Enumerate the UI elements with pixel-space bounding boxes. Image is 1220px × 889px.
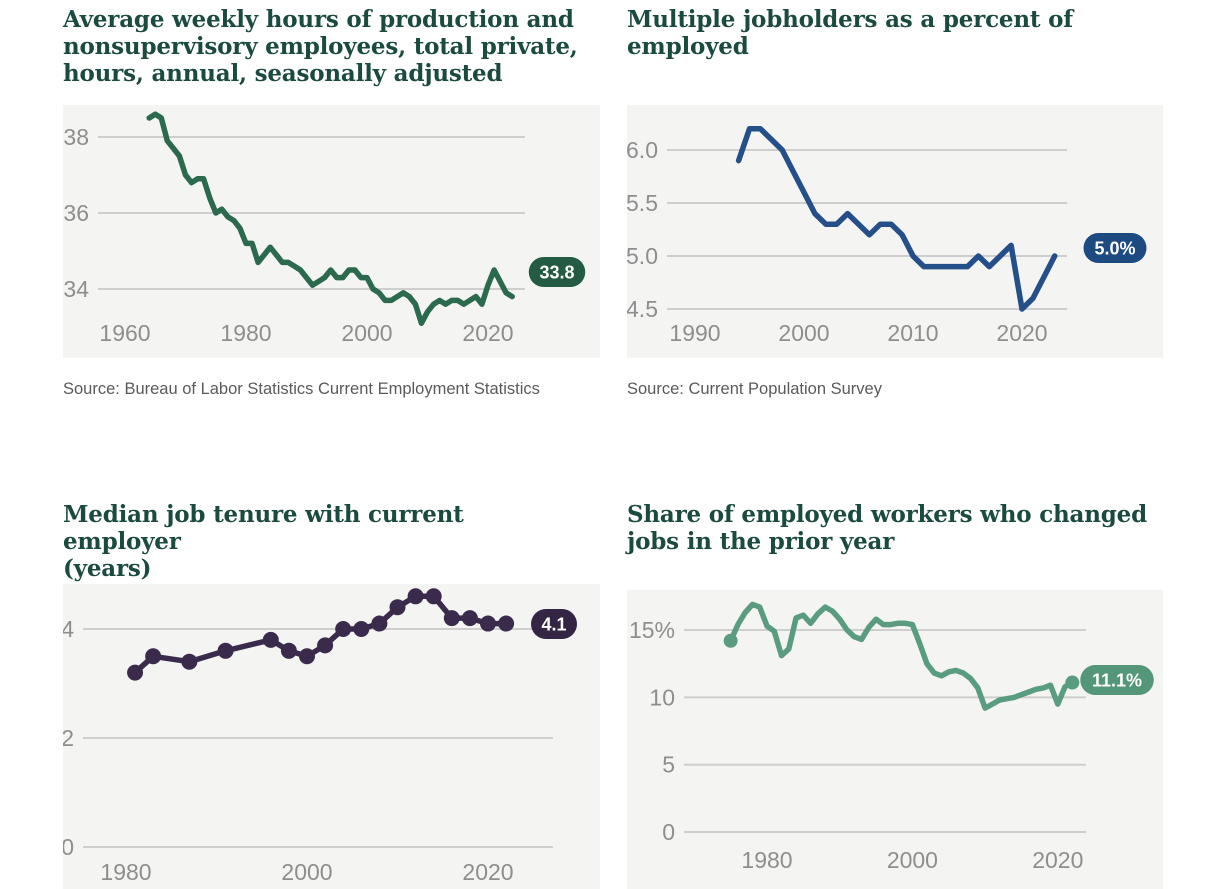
chart-title-job-tenure: Median job tenure with current employer(… [63, 501, 583, 582]
chart-title-line: Share of employed workers who changed [627, 501, 1147, 528]
y-gridlines: 4 2 0 [63, 616, 553, 860]
y-tick-label: 0 [662, 819, 675, 845]
data-point-marker [1065, 675, 1080, 690]
x-axis-labels: 1960 1980 2000 2020 [99, 320, 513, 346]
job-tenure-chart-plot: 4 2 0 1980 2000 2020 4.1 [63, 584, 600, 889]
y-tick-label: 4 [63, 616, 74, 642]
data-point-marker [480, 615, 496, 632]
data-point-marker [299, 648, 315, 665]
end-value-badge: 5.0% [1083, 233, 1147, 263]
data-point-marker [127, 664, 144, 681]
x-tick-label: 2010 [887, 320, 938, 346]
end-value-badge: 33.8 [528, 257, 586, 287]
series-line [146, 111, 515, 326]
y-tick-label: 36 [63, 200, 89, 226]
chart-title-line: jobs in the prior year [627, 528, 895, 555]
x-tick-label: 2000 [778, 320, 829, 346]
data-point-marker [425, 588, 442, 605]
source-note-multiple-jobholders: Source: Current Population Survey [627, 380, 882, 398]
y-tick-label: 10 [649, 684, 675, 710]
series-line [735, 126, 1058, 312]
x-tick-label: 1980 [741, 847, 792, 873]
data-point-marker [145, 648, 162, 665]
y-tick-label: 2 [63, 725, 74, 751]
badge-label: 33.8 [539, 263, 574, 283]
x-tick-label: 2020 [996, 320, 1047, 346]
chart-title-weekly-hours: Average weekly hours of production and no… [63, 6, 583, 87]
chart-title-line: hours, annual, seasonally adjusted [63, 60, 503, 87]
x-tick-label: 2020 [1032, 847, 1083, 873]
chart-title-multiple-jobholders: Multiple jobholders as a percent of empl… [627, 6, 1163, 60]
data-point-marker [317, 637, 334, 654]
end-value-badge: 11.1% [1080, 665, 1154, 695]
y-tick-label: 6.0 [627, 137, 658, 163]
job-changers-chart-plot: 15% 10 5 0 1980 2000 2020 11.1% [627, 590, 1163, 889]
badge-pill [1080, 665, 1154, 695]
y-tick-label: 38 [63, 124, 89, 150]
y-tick-label: 5.5 [627, 190, 658, 216]
chart-title-line: Median job tenure with current employer [63, 501, 464, 555]
y-tick-label: 4.5 [627, 296, 658, 322]
data-point-marker [407, 588, 424, 605]
chart-title-line: (years) [63, 555, 152, 582]
data-point-marker [371, 615, 388, 632]
x-tick-label: 2000 [341, 320, 392, 346]
x-axis-labels: 1990 2000 2010 2020 [669, 320, 1047, 346]
y-tick-label: 15% [629, 617, 675, 643]
x-tick-label: 2000 [887, 847, 938, 873]
data-point-marker [723, 633, 738, 648]
badge-label: 4.1 [541, 615, 566, 635]
badge-pill [1083, 233, 1147, 263]
series-line [727, 601, 1076, 711]
x-tick-label: 2020 [462, 320, 513, 346]
data-point-marker [498, 615, 515, 632]
chart-title-job-changers: Share of employed workers who changed job… [627, 501, 1163, 555]
y-gridlines: 15% 10 5 0 [629, 617, 1086, 845]
x-tick-label: 1960 [99, 320, 150, 346]
data-point-marker [262, 631, 279, 648]
data-point-marker [181, 653, 198, 670]
x-tick-label: 1990 [669, 320, 720, 346]
y-tick-label: 5 [662, 752, 675, 778]
badge-pill [528, 257, 586, 287]
multiple-jobholders-chart-plot: 6.0 5.5 5.0 4.5 1990 2000 2010 2020 5.0% [627, 105, 1163, 358]
chart-title-line: Average weekly hours of production and [63, 6, 574, 33]
y-gridlines: 38 36 34 [63, 124, 525, 302]
weekly-hours-chart-plot: 38 36 34 1960 1980 2000 2020 33.8 [63, 105, 600, 358]
data-point-marker [280, 642, 297, 659]
badge-label: 5.0% [1094, 239, 1135, 259]
data-point-marker [443, 610, 460, 627]
x-tick-label: 2020 [462, 859, 513, 885]
chart-title-line: Multiple jobholders as a percent of empl… [627, 6, 1073, 60]
y-tick-label: 5.0 [627, 243, 658, 269]
x-tick-label: 1980 [220, 320, 271, 346]
x-tick-label: 1980 [100, 859, 151, 885]
data-point-marker [461, 610, 478, 627]
data-point-marker [353, 621, 370, 637]
y-gridlines: 6.0 5.5 5.0 4.5 [627, 137, 1067, 322]
badge-pill [531, 609, 577, 639]
data-point-marker [335, 621, 352, 637]
source-note-weekly-hours: Source: Bureau of Labor Statistics Curre… [63, 380, 540, 398]
badge-label: 11.1% [1092, 671, 1142, 691]
x-axis-labels: 1980 2000 2020 [100, 859, 513, 885]
end-value-badge: 4.1 [531, 609, 577, 639]
x-axis-labels: 1980 2000 2020 [741, 847, 1083, 873]
data-point-marker [217, 642, 234, 659]
y-tick-label: 0 [63, 834, 74, 860]
chart-title-line: nonsupervisory employees, total private, [63, 33, 578, 60]
y-tick-label: 34 [63, 276, 89, 302]
data-point-marker [389, 599, 406, 616]
x-tick-label: 2000 [281, 859, 332, 885]
